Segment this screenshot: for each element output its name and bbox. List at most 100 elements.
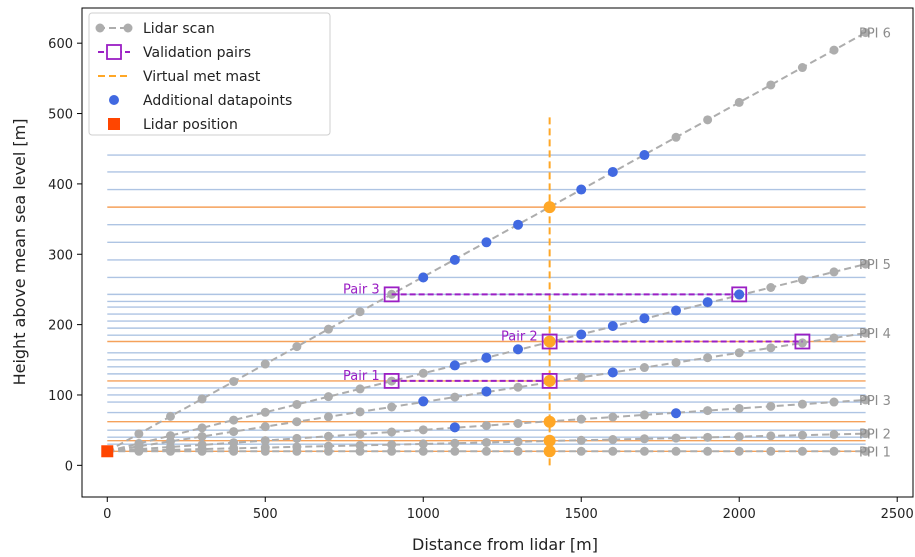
legend-swatch-marker	[108, 118, 120, 130]
ppi-label: PPI 6	[859, 27, 891, 42]
ppi-label: PPI 2	[859, 428, 891, 443]
scan-point	[229, 376, 239, 386]
legend: Lidar scan Validation pairs Virtual met ma…	[88, 12, 331, 136]
scan-point	[608, 412, 618, 422]
scan-point	[797, 63, 807, 73]
scan-point	[797, 275, 807, 285]
scan-point	[197, 394, 207, 404]
scan-point	[229, 415, 239, 425]
x-axis-label: Distance from lidar [m]	[412, 535, 598, 554]
additional-datapoint	[607, 321, 618, 332]
validation-pair-label: Pair 1	[343, 369, 380, 384]
additional-datapoint	[607, 367, 618, 378]
additional-datapoint	[576, 184, 587, 195]
scan-point	[450, 438, 460, 448]
scan-point	[861, 28, 871, 38]
scan-point	[797, 338, 807, 348]
x-tick-label: 0	[103, 507, 111, 522]
legend-label: Lidar position	[143, 117, 238, 133]
legend-swatch-point	[109, 95, 119, 105]
plot-frame	[81, 7, 914, 498]
additional-datapoint	[481, 386, 492, 397]
x-tick-label: 2500	[881, 507, 914, 522]
scan-point	[513, 446, 523, 456]
additional-datapoint	[639, 150, 650, 161]
scan-point	[608, 435, 618, 445]
scan-point	[576, 372, 586, 382]
scan-point	[513, 418, 523, 428]
scan-point	[671, 132, 681, 142]
scan-point	[576, 446, 586, 456]
validation-pair-label: Pair 3	[343, 282, 380, 297]
scan-point	[418, 446, 428, 456]
validation-pair-marker	[383, 286, 400, 303]
additional-datapoint	[481, 237, 492, 248]
scan-point	[734, 446, 744, 456]
x-tick-label: 2000	[723, 507, 756, 522]
scan-point	[229, 427, 239, 437]
scan-point	[323, 412, 333, 422]
scan-point	[260, 422, 270, 432]
scan-point	[165, 411, 175, 421]
x-tick-label: 500	[253, 507, 278, 522]
scan-point	[829, 446, 839, 456]
scan-point	[766, 80, 776, 90]
scan-point	[671, 446, 681, 456]
scan-point	[513, 437, 523, 447]
scan-point	[861, 429, 871, 439]
scan-point	[829, 267, 839, 277]
virtual-mast-point	[543, 374, 556, 387]
scan-point	[450, 446, 460, 456]
virtual-mast-point	[543, 434, 556, 447]
legend-swatch-point	[95, 23, 105, 33]
validation-pair-marker	[541, 373, 558, 389]
scan-point	[703, 353, 713, 363]
lidar-position-marker	[101, 445, 114, 458]
x-tick-label: 1500	[565, 507, 598, 522]
virtual-mast-point	[543, 201, 556, 214]
scan-point	[355, 440, 365, 450]
scan-point	[323, 431, 333, 441]
scan-point	[829, 333, 839, 343]
scan-point	[260, 407, 270, 417]
scan-point	[355, 384, 365, 394]
validation-pair-marker	[541, 333, 558, 350]
scan-point	[292, 442, 302, 452]
scan-point	[797, 399, 807, 409]
legend-label: Virtual met mast	[143, 69, 261, 85]
additional-datapoint	[449, 422, 460, 433]
scan-point	[734, 97, 744, 107]
scan-point	[197, 431, 207, 441]
ppi-label: PPI 5	[859, 258, 891, 273]
scan-point	[766, 431, 776, 441]
scan-point	[355, 307, 365, 317]
ppi-label: PPI 3	[859, 394, 891, 409]
additional-datapoint	[418, 396, 429, 407]
virtual-mast-point	[543, 415, 556, 428]
scan-point	[260, 359, 270, 369]
additional-datapoint	[734, 289, 745, 300]
scan-point	[355, 429, 365, 439]
scan-point	[229, 438, 239, 448]
virtual-mast-point	[543, 445, 556, 458]
x-tick-label: 1000	[407, 507, 440, 522]
scan-point	[703, 432, 713, 442]
scan-point	[165, 431, 175, 441]
validation-pair-marker	[794, 333, 811, 350]
ppi-label: PPI 1	[859, 445, 891, 460]
plot-area: PPI 1 PPI 2 PPI 3 PPI 4 PPI 5 PPI 6 Pair 1 Pair…	[101, 27, 891, 466]
y-tick-label: 500	[48, 108, 73, 123]
scan-point	[766, 343, 776, 353]
additional-datapoint	[449, 254, 460, 265]
legend-swatch-marker	[106, 44, 122, 60]
scan-point	[450, 392, 460, 402]
scan-point	[639, 434, 649, 444]
y-axis-label: Height above mean sea level [m]	[10, 119, 29, 386]
scan-point	[766, 446, 776, 456]
scan-point	[639, 410, 649, 420]
scan-point	[481, 437, 491, 447]
scan-point	[576, 435, 586, 445]
scan-point	[734, 432, 744, 442]
scan-point	[134, 438, 144, 448]
